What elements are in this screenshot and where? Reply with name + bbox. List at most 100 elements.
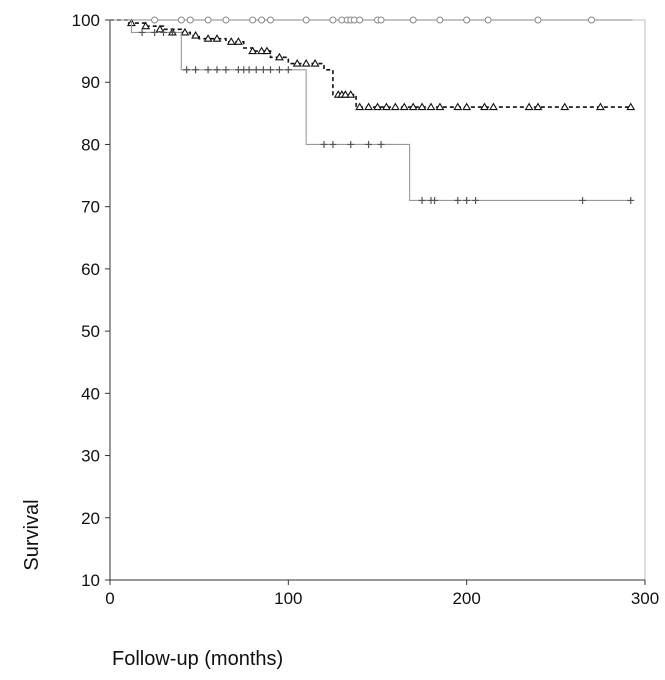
series-layer: [110, 16, 636, 204]
y-tick-label: 30: [81, 447, 100, 466]
censor-marker: [431, 196, 439, 204]
censor-marker: [186, 16, 194, 24]
censor-marker: [480, 102, 489, 111]
censor-marker: [204, 16, 212, 24]
y-tick-label: 10: [81, 571, 100, 590]
censor-marker: [435, 102, 445, 111]
y-tick-label: 70: [81, 198, 100, 217]
censor-marker: [418, 196, 426, 204]
censor-marker: [417, 102, 427, 111]
series-3: [110, 19, 635, 204]
censor-marker: [390, 102, 400, 111]
x-tick-label: 0: [105, 589, 114, 608]
censor-marker: [454, 196, 462, 204]
censor-marker: [329, 140, 337, 148]
series-2: [110, 18, 636, 111]
censor-marker: [248, 46, 258, 55]
censor-marker: [252, 66, 260, 74]
censor-marker: [151, 28, 159, 36]
censor-marker: [320, 140, 328, 148]
censor-marker: [484, 16, 492, 24]
censor-marker: [463, 16, 471, 24]
censor-marker: [595, 102, 605, 111]
censor-marker: [160, 28, 167, 36]
censor-marker: [373, 102, 382, 111]
censor-marker: [377, 140, 385, 148]
censor-marker: [381, 102, 391, 111]
censor-marker: [191, 30, 201, 39]
censor-marker: [151, 16, 159, 24]
censor-marker: [627, 196, 635, 204]
series-1: [110, 16, 633, 24]
x-tick-label: 300: [631, 589, 659, 608]
censor-marker: [192, 66, 200, 74]
censor-marker: [524, 102, 534, 111]
censor-marker: [399, 102, 409, 111]
censor-marker: [453, 102, 463, 111]
censor-marker: [168, 28, 176, 36]
censor-marker: [377, 16, 385, 24]
censor-marker: [267, 16, 274, 24]
censor-marker: [267, 66, 274, 74]
censor-marker: [579, 196, 587, 204]
censor-marker: [222, 16, 230, 24]
y-tick-label: 80: [81, 135, 100, 154]
censor-marker: [626, 102, 636, 111]
censor-marker: [203, 34, 213, 42]
x-tick-label: 100: [274, 589, 302, 608]
censor-marker: [258, 16, 266, 24]
censor-marker: [302, 16, 310, 24]
censor-marker: [275, 66, 283, 74]
censor-marker: [204, 66, 212, 74]
censor-marker: [180, 27, 190, 36]
censor-marker: [588, 16, 595, 24]
censor-marker: [462, 102, 472, 111]
censor-marker: [488, 102, 498, 111]
censor-marker: [177, 16, 185, 24]
censor-marker: [284, 66, 292, 74]
y-tick-label: 20: [81, 509, 100, 528]
censor-marker: [212, 34, 222, 42]
censor-marker: [226, 37, 236, 45]
censor-marker: [409, 16, 417, 24]
censor-marker: [249, 16, 257, 24]
censor-marker: [408, 102, 418, 111]
censor-marker: [233, 37, 243, 45]
censor-marker: [364, 102, 374, 111]
censor-marker: [533, 102, 543, 111]
y-tick-label: 50: [81, 322, 100, 341]
y-axis-ticks: 10 20 30 40 50 60 70 80 90 100: [72, 11, 110, 590]
censor-marker: [329, 16, 337, 24]
y-tick-label: 100: [72, 11, 100, 30]
series-3-line: [110, 19, 633, 201]
censor-marker: [274, 52, 284, 61]
censor-marker: [436, 16, 444, 24]
censor-marker: [292, 58, 302, 67]
censor-marker: [259, 66, 267, 74]
censor-marker: [262, 46, 272, 55]
censor-marker: [222, 66, 230, 74]
censor-marker: [365, 140, 373, 148]
censor-marker: [257, 46, 267, 55]
censor-marker: [340, 90, 350, 98]
y-axis-title: Survival: [21, 499, 43, 570]
series-2-line: [110, 19, 633, 108]
x-axis-ticks: 0 100 200 300: [105, 580, 659, 608]
censor-marker: [534, 16, 542, 24]
censor-marker: [346, 90, 356, 98]
censor-marker: [472, 196, 480, 204]
censor-marker: [463, 196, 471, 204]
y-tick-label: 90: [81, 73, 100, 92]
censor-marker: [426, 102, 436, 111]
y-tick-label: 60: [81, 260, 100, 279]
x-tick-label: 200: [452, 589, 480, 608]
x-axis-title: Follow-up (months): [112, 648, 283, 670]
censor-marker: [355, 102, 365, 111]
censor-marker: [183, 66, 191, 74]
censor-marker: [213, 66, 221, 74]
censor-marker: [560, 102, 570, 111]
y-tick-label: 40: [81, 384, 100, 403]
censor-marker: [141, 21, 151, 30]
censor-marker: [155, 24, 165, 33]
